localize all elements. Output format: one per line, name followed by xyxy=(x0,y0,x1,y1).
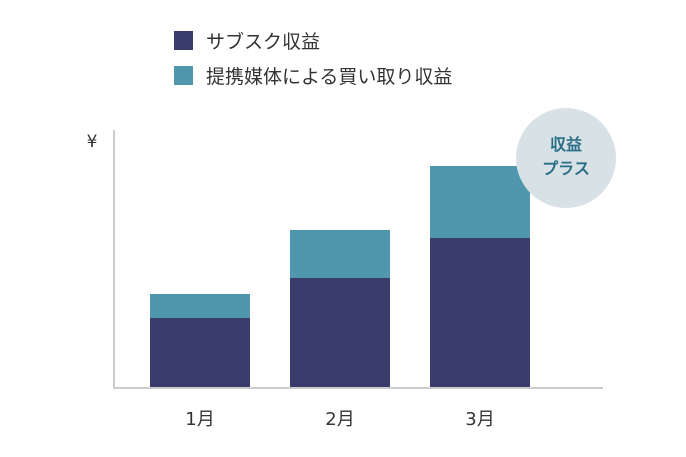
x-tick-label-3: 3月 xyxy=(465,409,494,430)
legend: サブスク収益 提携媒体による買い取り収益 xyxy=(174,30,452,88)
legend-label-subscription: サブスク収益 xyxy=(206,30,320,53)
x-tick-label-2: 2月 xyxy=(325,409,354,430)
bar-subscription-3 xyxy=(430,238,530,388)
bars-group xyxy=(150,166,530,388)
badge-line-1: 収益 xyxy=(550,135,582,154)
bar-partner-3 xyxy=(430,166,530,238)
legend-swatch-partner xyxy=(174,66,193,85)
badge-line-2: プラス xyxy=(542,159,590,178)
bar-subscription-2 xyxy=(290,278,390,388)
legend-swatch-subscription xyxy=(174,31,193,50)
x-tick-labels: 1月 2月 3月 xyxy=(185,409,494,430)
bar-partner-2 xyxy=(290,230,390,278)
y-axis-label: ¥ xyxy=(87,132,98,152)
legend-label-partner: 提携媒体による買い取り収益 xyxy=(206,66,452,88)
x-tick-label-1: 1月 xyxy=(185,409,214,430)
bar-subscription-1 xyxy=(150,318,250,388)
bar-partner-1 xyxy=(150,294,250,318)
profit-plus-badge: 収益 プラス xyxy=(516,108,616,208)
badge-circle xyxy=(516,108,616,208)
